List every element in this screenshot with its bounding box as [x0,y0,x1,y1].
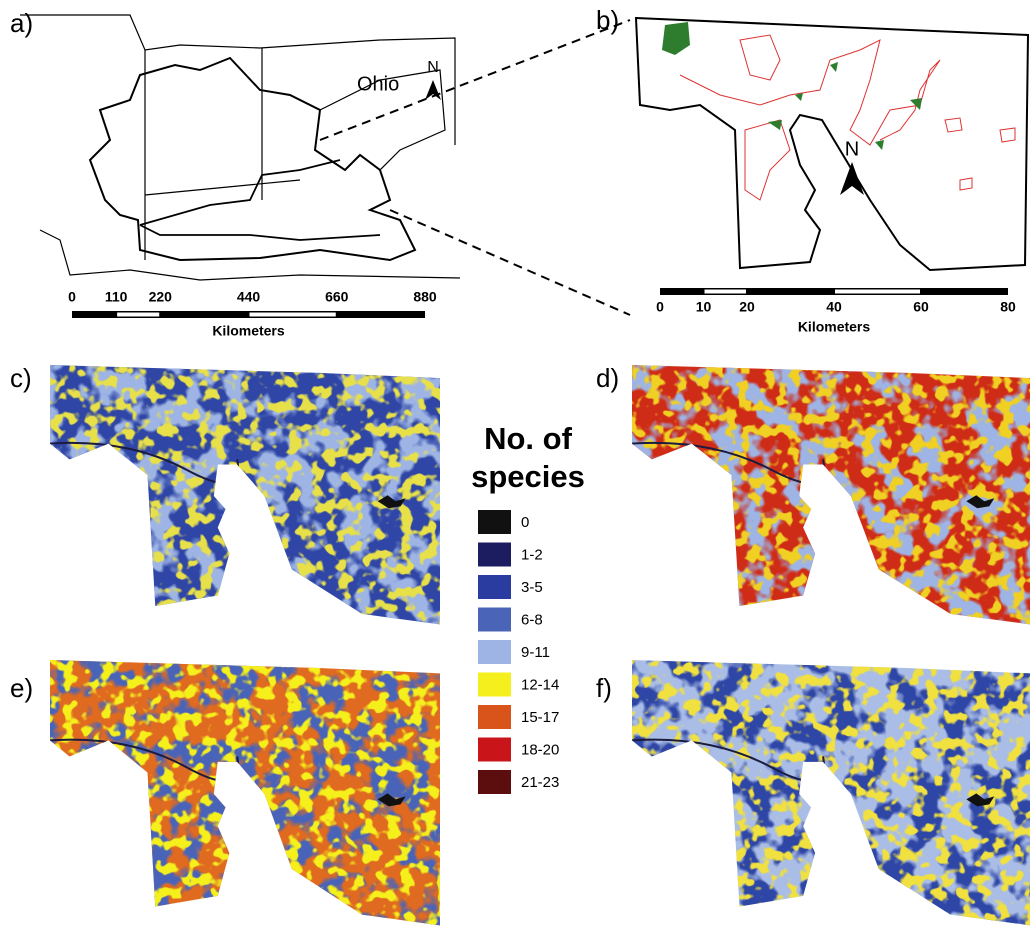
legend-swatch [478,510,511,534]
panel-label: e) [10,673,33,703]
legend-label: 3-5 [521,579,543,596]
state-border [40,230,460,280]
legend-label: 12-14 [521,676,559,693]
map-b [636,18,1028,270]
legend-label: 0 [521,514,529,531]
scale-label: 80 [1000,299,1016,315]
map-texture [50,660,440,928]
scale-segment [250,313,336,317]
scale-label: 40 [826,299,842,315]
scale-label: 0 [68,289,76,305]
scale-segment [835,290,920,294]
scale-unit: Kilometers [212,323,285,339]
map-texture [632,365,1030,627]
map-texture [632,660,1030,928]
panel-label: f) [596,673,612,703]
state-border [145,48,300,260]
legend-label: 9-11 [521,644,550,661]
legend-swatch [478,608,511,632]
scale-label: 880 [413,289,437,305]
species-map [50,365,440,627]
legend-swatch [478,575,511,599]
scale-label: 60 [913,299,929,315]
panel-label: b) [596,5,619,35]
map-texture [50,365,440,627]
scale-label: 660 [325,289,349,305]
species-map [50,660,440,928]
legend-swatch [478,738,511,762]
scale-label: 10 [696,299,712,315]
legend-label: 18-20 [521,741,559,758]
legend-swatch [478,705,511,729]
legend-swatch [478,640,511,664]
scale-label: 20 [739,299,755,315]
scale-segment [705,290,747,294]
map-a [20,15,460,280]
legend-title: No. of species [458,420,598,496]
north-label: N [845,138,859,160]
scale-label: 220 [149,289,173,305]
scale-label: 110 [105,289,128,305]
legend-swatch [478,543,511,567]
legend-swatch [478,673,511,697]
panel-label: a) [10,8,33,38]
watershed [140,160,380,240]
panel-label: c) [10,363,32,393]
species-map [632,365,1030,627]
legend-label: 1-2 [521,546,543,563]
species-map [632,660,1030,928]
panel-label: d) [596,363,619,393]
legend-label: 21-23 [521,774,559,791]
page: a) b) c) d) e) f) Ohio N N 0 110 220 440 660 880 Kilome… [0,0,1031,928]
scale-label: 0 [656,299,664,315]
legend-label: 15-17 [521,709,559,726]
region-outline [636,18,1028,270]
scale-segment [117,313,159,317]
state-label: Ohio [357,73,399,95]
legend-swatch [478,770,511,794]
scale-unit: Kilometers [798,319,871,335]
north-label: N [427,59,439,76]
legend-label: 6-8 [521,611,543,628]
scale-label: 440 [237,289,261,305]
